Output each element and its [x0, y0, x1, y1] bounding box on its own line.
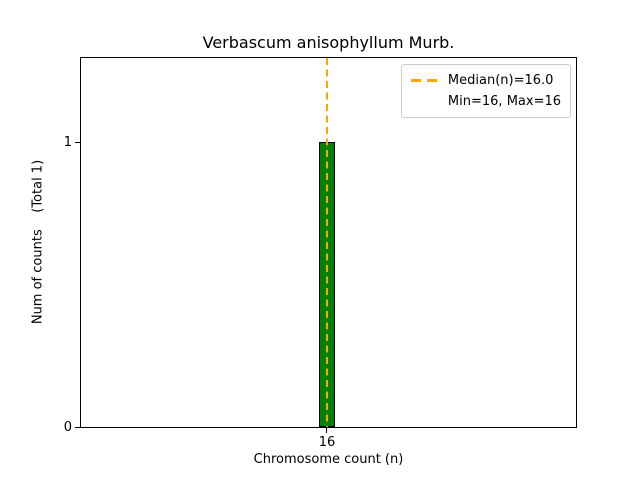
legend-label-minmax: Min=16, Max=16 [447, 94, 561, 109]
chart-title: Verbascum anisophyllum Murb. [202, 33, 455, 52]
plot-area: Median(n)=16.0 Min=16, Max=16 [80, 57, 577, 428]
x-tick-label-16: 16 [318, 435, 336, 450]
legend-sample-empty [411, 100, 439, 103]
y-tick-mark-0 [75, 427, 80, 428]
legend-entry-median: Median(n)=16.0 [410, 70, 561, 91]
y-tick-label-0: 0 [63, 420, 72, 435]
legend: Median(n)=16.0 Min=16, Max=16 [400, 64, 571, 118]
median-line [326, 58, 328, 427]
x-tick-mark-16 [326, 428, 327, 433]
legend-label-median: Median(n)=16.0 [447, 73, 554, 88]
dashed-line-icon [410, 79, 439, 82]
x-axis-label: Chromosome count (n) [253, 452, 404, 467]
legend-entry-minmax: Min=16, Max=16 [411, 91, 561, 112]
y-axis-label: Num of counts (Total 1) [30, 159, 46, 325]
y-tick-label-1: 1 [63, 135, 72, 150]
y-tick-mark-1 [75, 142, 80, 143]
